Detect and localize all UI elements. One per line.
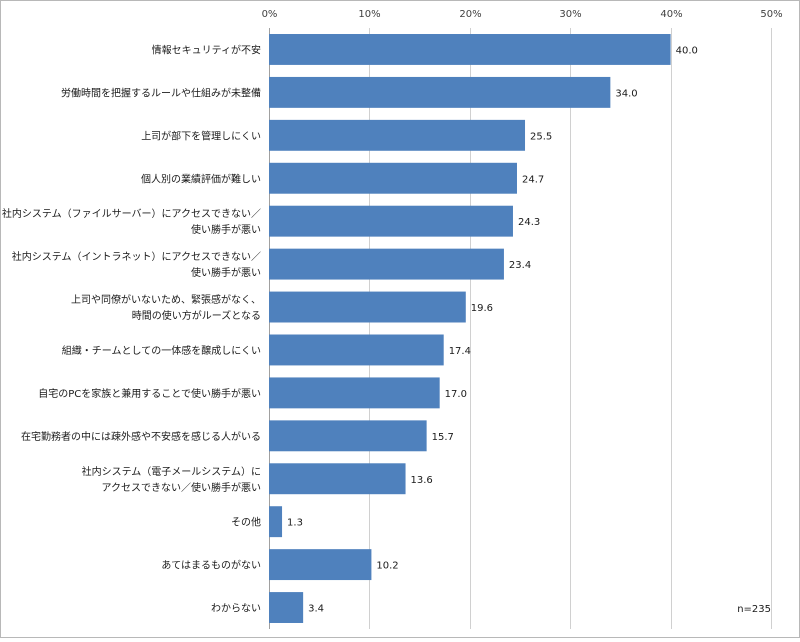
tick-label: 0%	[262, 9, 278, 20]
bar	[269, 76, 611, 108]
bars	[269, 34, 671, 623]
data-label: 23.4	[509, 260, 531, 271]
tick-label: 40%	[660, 9, 682, 20]
x-axis-ticks: 0% 10% 20% 30% 40% 50%	[262, 9, 783, 20]
category-label: 情報セキュリティが不安	[152, 43, 261, 56]
tick-label: 10%	[358, 9, 380, 20]
data-label: 25.5	[530, 131, 552, 142]
data-label: 1.3	[287, 518, 303, 529]
data-label: 24.3	[518, 217, 540, 228]
bar	[269, 334, 444, 366]
data-label: 17.4	[449, 346, 471, 357]
sample-size-note: n=235	[737, 604, 771, 615]
category-label: 個人別の業績評価が難しい	[141, 172, 261, 185]
data-label: 3.4	[308, 604, 324, 615]
data-label: 40.0	[676, 45, 698, 56]
category-label: 在宅勤務者の中には疎外感や不安感を感じる人がいる	[21, 430, 261, 443]
value-labels: 40.0 34.0 25.5 24.7 24.3 23.4 19.6 17.4 17.0 15.7…	[287, 45, 698, 614]
tick-label: 50%	[760, 9, 782, 20]
category-label: その他	[231, 516, 261, 529]
category-label: 自宅のPCを家族と兼用することで使い勝手が悪い	[38, 387, 261, 400]
data-label: 34.0	[615, 88, 637, 99]
category-label: 社内システム（電子メールシステム）に	[82, 465, 261, 478]
bar	[269, 34, 671, 65]
category-label: 上司が部下を管理しにくい	[141, 129, 261, 142]
bar	[269, 592, 304, 623]
bar	[269, 119, 526, 151]
bar	[269, 291, 466, 323]
bar	[269, 506, 283, 538]
bar	[269, 205, 513, 237]
category-label: あてはまるものがない	[161, 559, 261, 572]
category-label: アクセスできない／使い勝手が悪い	[102, 481, 262, 494]
category-label: 時間の使い方がルーズとなる	[132, 309, 261, 322]
category-label: 社内システム（イントラネット）にアクセスできない／	[12, 250, 261, 263]
bar	[269, 463, 406, 495]
bar	[269, 162, 517, 194]
data-label: 15.7	[432, 432, 454, 443]
bar	[269, 549, 372, 581]
data-label: 24.7	[522, 174, 544, 185]
tick-label: 30%	[559, 9, 581, 20]
category-label: 使い勝手が悪い	[191, 223, 261, 236]
category-label: わからない	[211, 603, 261, 615]
category-label: 労働時間を把握するルールや仕組みが未整備	[61, 86, 261, 99]
category-label: 社内システム（ファイルサーバー）にアクセスできない／	[2, 207, 261, 220]
data-label: 10.2	[376, 561, 398, 572]
category-label: 使い勝手が悪い	[191, 266, 261, 279]
category-label: 組織・チームとしての一体感を醸成しにくい	[62, 344, 261, 357]
data-label: 13.6	[411, 475, 433, 486]
grid-lines	[269, 28, 772, 629]
category-labels: 情報セキュリティが不安労働時間を把握するルールや仕組みが未整備上司が部下を管理し…	[2, 43, 261, 614]
category-label: 上司や同僚がいないため、緊張感がなく、	[71, 293, 261, 306]
bar	[269, 248, 504, 280]
tick-label: 20%	[459, 9, 481, 20]
data-label: 17.0	[445, 389, 467, 400]
data-label: 19.6	[471, 303, 493, 314]
bar	[269, 420, 427, 452]
bar	[269, 377, 440, 409]
